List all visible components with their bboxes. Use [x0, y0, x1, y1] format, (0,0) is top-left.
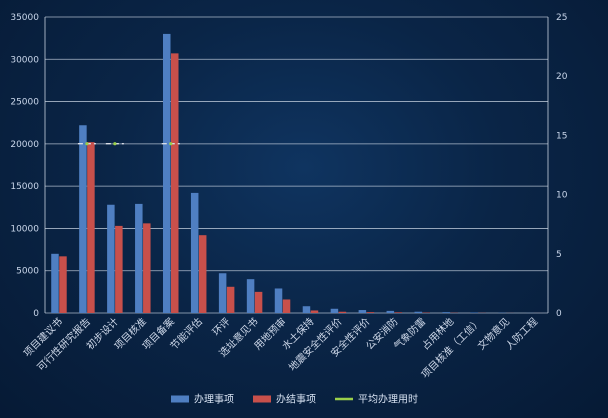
right-tick-label: 25 — [556, 13, 567, 23]
right-axis: 0 5 10 15 20 25 — [547, 13, 568, 319]
bar-handled[interactable] — [274, 288, 283, 313]
left-tick-label: 10000 — [10, 224, 39, 234]
bar-completed[interactable] — [310, 310, 319, 313]
bar-completed[interactable] — [394, 312, 403, 313]
avg-line-point[interactable] — [85, 142, 89, 146]
bar-completed[interactable] — [87, 142, 95, 313]
bar-handled[interactable] — [135, 203, 143, 313]
bar-handled[interactable] — [386, 310, 395, 313]
legend-item[interactable]: 平均办理用时 — [335, 393, 418, 406]
bar-handled[interactable] — [190, 192, 199, 313]
right-tick-label: 0 — [556, 309, 562, 319]
right-tick-label: 15 — [556, 131, 567, 141]
bar-completed[interactable] — [143, 223, 151, 313]
bar-handled[interactable] — [358, 310, 367, 313]
bar-handled[interactable] — [107, 204, 115, 313]
avg-line-point[interactable] — [113, 142, 117, 146]
left-tick-label: 30000 — [10, 55, 39, 65]
legend-item[interactable]: 办理事项 — [171, 393, 234, 406]
legend-item[interactable]: 办结事项 — [253, 393, 316, 406]
legend-label: 办结事项 — [276, 393, 316, 406]
left-tick-label: 15000 — [10, 182, 39, 192]
legend[interactable]: 办理事项 办结事项 平均办理用时 — [171, 393, 418, 406]
legend-label: 平均办理用时 — [358, 393, 418, 406]
avg-line-point[interactable] — [169, 142, 173, 146]
right-tick-label: 20 — [556, 72, 568, 82]
right-tick-label: 5 — [556, 250, 562, 260]
right-tick-label: 10 — [556, 191, 568, 201]
left-tick-label: 35000 — [10, 13, 39, 23]
bar-handled[interactable] — [163, 33, 171, 314]
bar-handled[interactable] — [470, 312, 478, 313]
legend-label: 办理事项 — [194, 393, 234, 406]
category-label: 环评 — [210, 316, 233, 339]
bar-completed[interactable] — [282, 299, 291, 313]
bar-handled[interactable] — [414, 311, 423, 313]
average-time-line — [77, 142, 180, 146]
bar-completed[interactable] — [226, 286, 235, 313]
left-tick-label: 0 — [33, 309, 39, 319]
left-tick-label: 25000 — [10, 98, 39, 108]
bar-handled[interactable] — [302, 306, 311, 313]
bar-handled[interactable] — [246, 279, 255, 313]
legend-swatch — [253, 395, 271, 403]
bar-handled[interactable] — [51, 253, 59, 313]
left-axis: 0 5000 10000 15000 20000 25000 30000 35000 — [10, 13, 46, 319]
bar-completed[interactable] — [171, 53, 179, 313]
bar-completed[interactable] — [198, 235, 207, 313]
bar-handled[interactable] — [442, 312, 450, 313]
bar-completed[interactable] — [366, 312, 375, 313]
bar-handled[interactable] — [330, 308, 339, 313]
bar-handled[interactable] — [79, 125, 87, 313]
left-tick-label: 5000 — [16, 267, 39, 277]
left-tick-label: 20000 — [10, 140, 39, 150]
bar-completed[interactable] — [338, 311, 347, 313]
bar-completed[interactable] — [59, 256, 67, 313]
bars — [51, 33, 542, 314]
bar-handled[interactable] — [218, 273, 227, 313]
legend-swatch — [171, 395, 189, 403]
bar-completed[interactable] — [254, 291, 263, 313]
bar-completed[interactable] — [115, 225, 123, 313]
grid-lines — [45, 16, 548, 314]
